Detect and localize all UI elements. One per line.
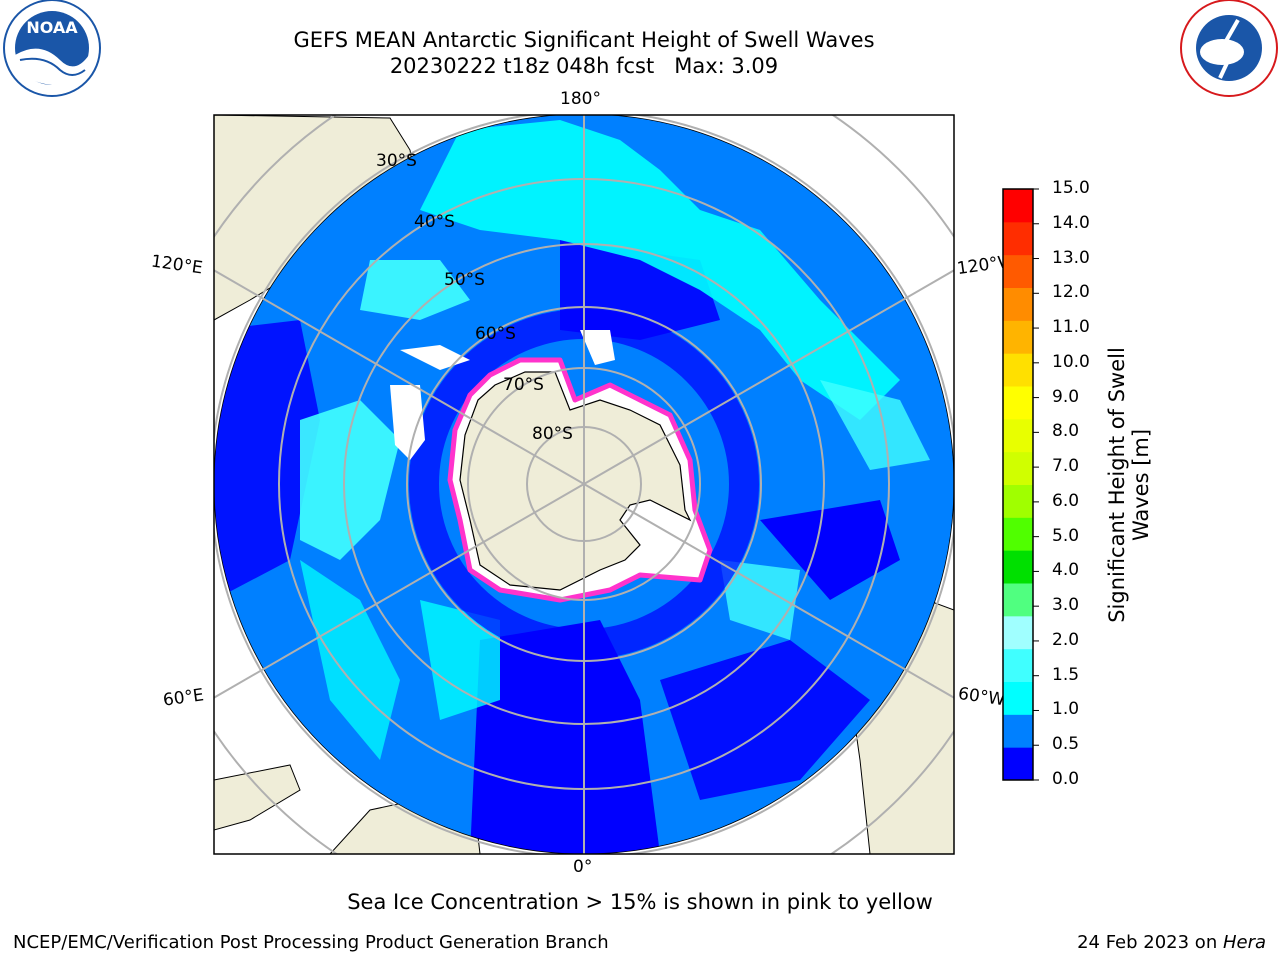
colorbar-tick-label: 1.5 <box>1052 664 1080 685</box>
lon-label-0: 0° <box>573 857 593 877</box>
swell-zone-high <box>720 560 800 640</box>
swell-zone-high <box>360 260 470 320</box>
sea-ice-note: Sea Ice Concentration > 15% is shown in … <box>347 890 933 914</box>
colorbar-tick-label: 4.0 <box>1052 560 1080 581</box>
colorbar-band <box>1003 550 1033 584</box>
colorbar-band <box>1003 648 1033 682</box>
lat-label-50s: 50°S <box>444 270 485 290</box>
footer-credit: NCEP/EMC/Verification Post Processing Pr… <box>13 932 609 953</box>
colorbar-band <box>1003 451 1033 485</box>
colorbar-tick-label: 11.0 <box>1052 317 1090 338</box>
colorbar-band <box>1003 189 1033 223</box>
footer-date: 24 Feb 2023 on Hera <box>1077 932 1266 953</box>
swell-zone-high <box>420 600 500 720</box>
lat-label-70s: 70°S <box>503 375 544 395</box>
footer-date-text: 24 Feb 2023 on <box>1077 932 1223 953</box>
colorbar-frame <box>1002 188 1034 781</box>
colorbar-tick-label: 6.0 <box>1052 490 1080 511</box>
colorbar-band <box>1003 714 1033 748</box>
swell-zone-high <box>820 380 930 470</box>
colorbar-band <box>1003 287 1033 321</box>
colorbar-band <box>1003 353 1033 387</box>
colorbar-band <box>1003 418 1033 453</box>
swell-zone-low <box>760 500 900 600</box>
colorbar-band <box>1003 254 1033 288</box>
lon-label-180: 180° <box>560 89 601 109</box>
colorbar-tick-label: 10.0 <box>1052 351 1090 372</box>
colorbar-band <box>1003 320 1033 354</box>
sea-ice <box>400 345 470 370</box>
lat-label-80s: 80°S <box>532 424 573 444</box>
colorbar-tick-label: 8.0 <box>1052 421 1080 442</box>
colorbar-tick-label: 7.0 <box>1052 456 1080 477</box>
longitude-gridlines <box>214 115 954 854</box>
sea-ice <box>580 330 615 365</box>
colorbar-label-line2: Waves [m] <box>1129 428 1153 542</box>
colorbar-tick-label: 15.0 <box>1052 178 1090 198</box>
colorbar-band <box>1003 517 1033 551</box>
chart-title: GEFS MEAN Antarctic Significant Height o… <box>293 28 875 52</box>
colorbar-tick-label: 0.5 <box>1052 734 1080 755</box>
colorbar-label-line1: Significant Height of Swell <box>1105 347 1129 623</box>
colorbar-tick-label: 14.0 <box>1052 212 1090 233</box>
colorbar-tick-label: 2.0 <box>1052 629 1080 650</box>
swell-zone-high <box>300 560 400 760</box>
colorbar-tick-label: 0.0 <box>1052 769 1080 789</box>
colorbar-tick-label: 13.0 <box>1052 247 1090 268</box>
colorbar-band <box>1003 583 1033 617</box>
colorbar-band <box>1003 747 1033 781</box>
lat-label-30s: 30°S <box>376 151 417 171</box>
colorbar-tick-label: 9.0 <box>1052 386 1080 407</box>
colorbar-tick-label: 3.0 <box>1052 595 1080 616</box>
map-frame <box>213 114 955 855</box>
chart-subtitle: 20230222 t18z 048h fcst Max: 3.09 <box>389 54 779 78</box>
colorbar-tick-label: 12.0 <box>1052 282 1090 303</box>
lat-label-40s: 40°S <box>414 212 455 232</box>
noaa-logo-text: NOAA <box>26 18 78 37</box>
colorbar-band <box>1003 484 1033 518</box>
swell-zone-low <box>470 620 660 854</box>
swell-zone-high <box>300 400 400 560</box>
lat-label-60s: 60°S <box>475 324 516 344</box>
noaa-logo <box>3 0 101 97</box>
colorbar-tick-label: 1.0 <box>1052 699 1080 720</box>
footer-host: Hera <box>1222 932 1266 953</box>
sea-ice <box>390 385 425 460</box>
colorbar-tick-label: 5.0 <box>1052 525 1080 546</box>
nws-logo <box>1180 0 1278 97</box>
colorbar-band <box>1003 221 1033 256</box>
land-antarctica <box>459 371 692 591</box>
colorbar-band <box>1003 386 1033 420</box>
colorbar-band <box>1003 681 1033 715</box>
colorbar-band <box>1003 615 1033 650</box>
